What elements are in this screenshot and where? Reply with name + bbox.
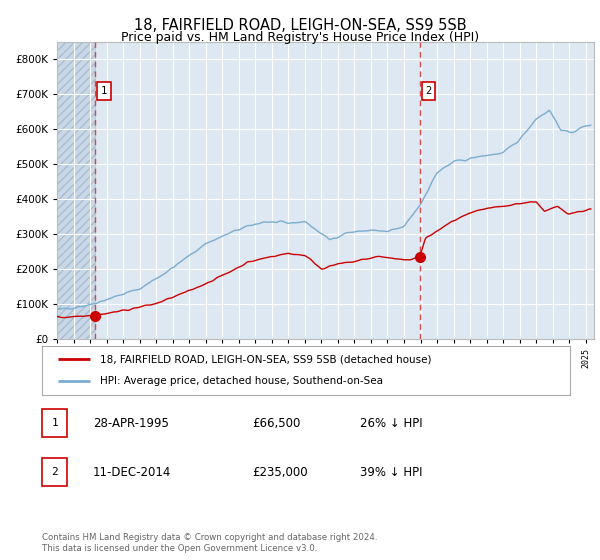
Text: 11-DEC-2014: 11-DEC-2014 (93, 465, 172, 479)
Bar (57, 42, 95, 339)
Bar (57, 42, 95, 339)
Text: 18, FAIRFIELD ROAD, LEIGH-ON-SEA, SS9 5SB: 18, FAIRFIELD ROAD, LEIGH-ON-SEA, SS9 5S… (134, 18, 466, 33)
Text: Contains HM Land Registry data © Crown copyright and database right 2024.
This d: Contains HM Land Registry data © Crown c… (42, 533, 377, 553)
Text: 1: 1 (101, 86, 107, 96)
Text: 2: 2 (425, 86, 432, 96)
Text: 1: 1 (51, 418, 58, 428)
Text: 39% ↓ HPI: 39% ↓ HPI (360, 465, 422, 479)
Text: 28-APR-1995: 28-APR-1995 (93, 417, 169, 430)
Text: 2: 2 (51, 467, 58, 477)
Text: 26% ↓ HPI: 26% ↓ HPI (360, 417, 422, 430)
Text: HPI: Average price, detached house, Southend-on-Sea: HPI: Average price, detached house, Sout… (100, 376, 383, 386)
Text: 18, FAIRFIELD ROAD, LEIGH-ON-SEA, SS9 5SB (detached house): 18, FAIRFIELD ROAD, LEIGH-ON-SEA, SS9 5S… (100, 354, 431, 365)
Text: £66,500: £66,500 (252, 417, 301, 430)
Text: £235,000: £235,000 (252, 465, 308, 479)
Text: Price paid vs. HM Land Registry's House Price Index (HPI): Price paid vs. HM Land Registry's House … (121, 31, 479, 44)
